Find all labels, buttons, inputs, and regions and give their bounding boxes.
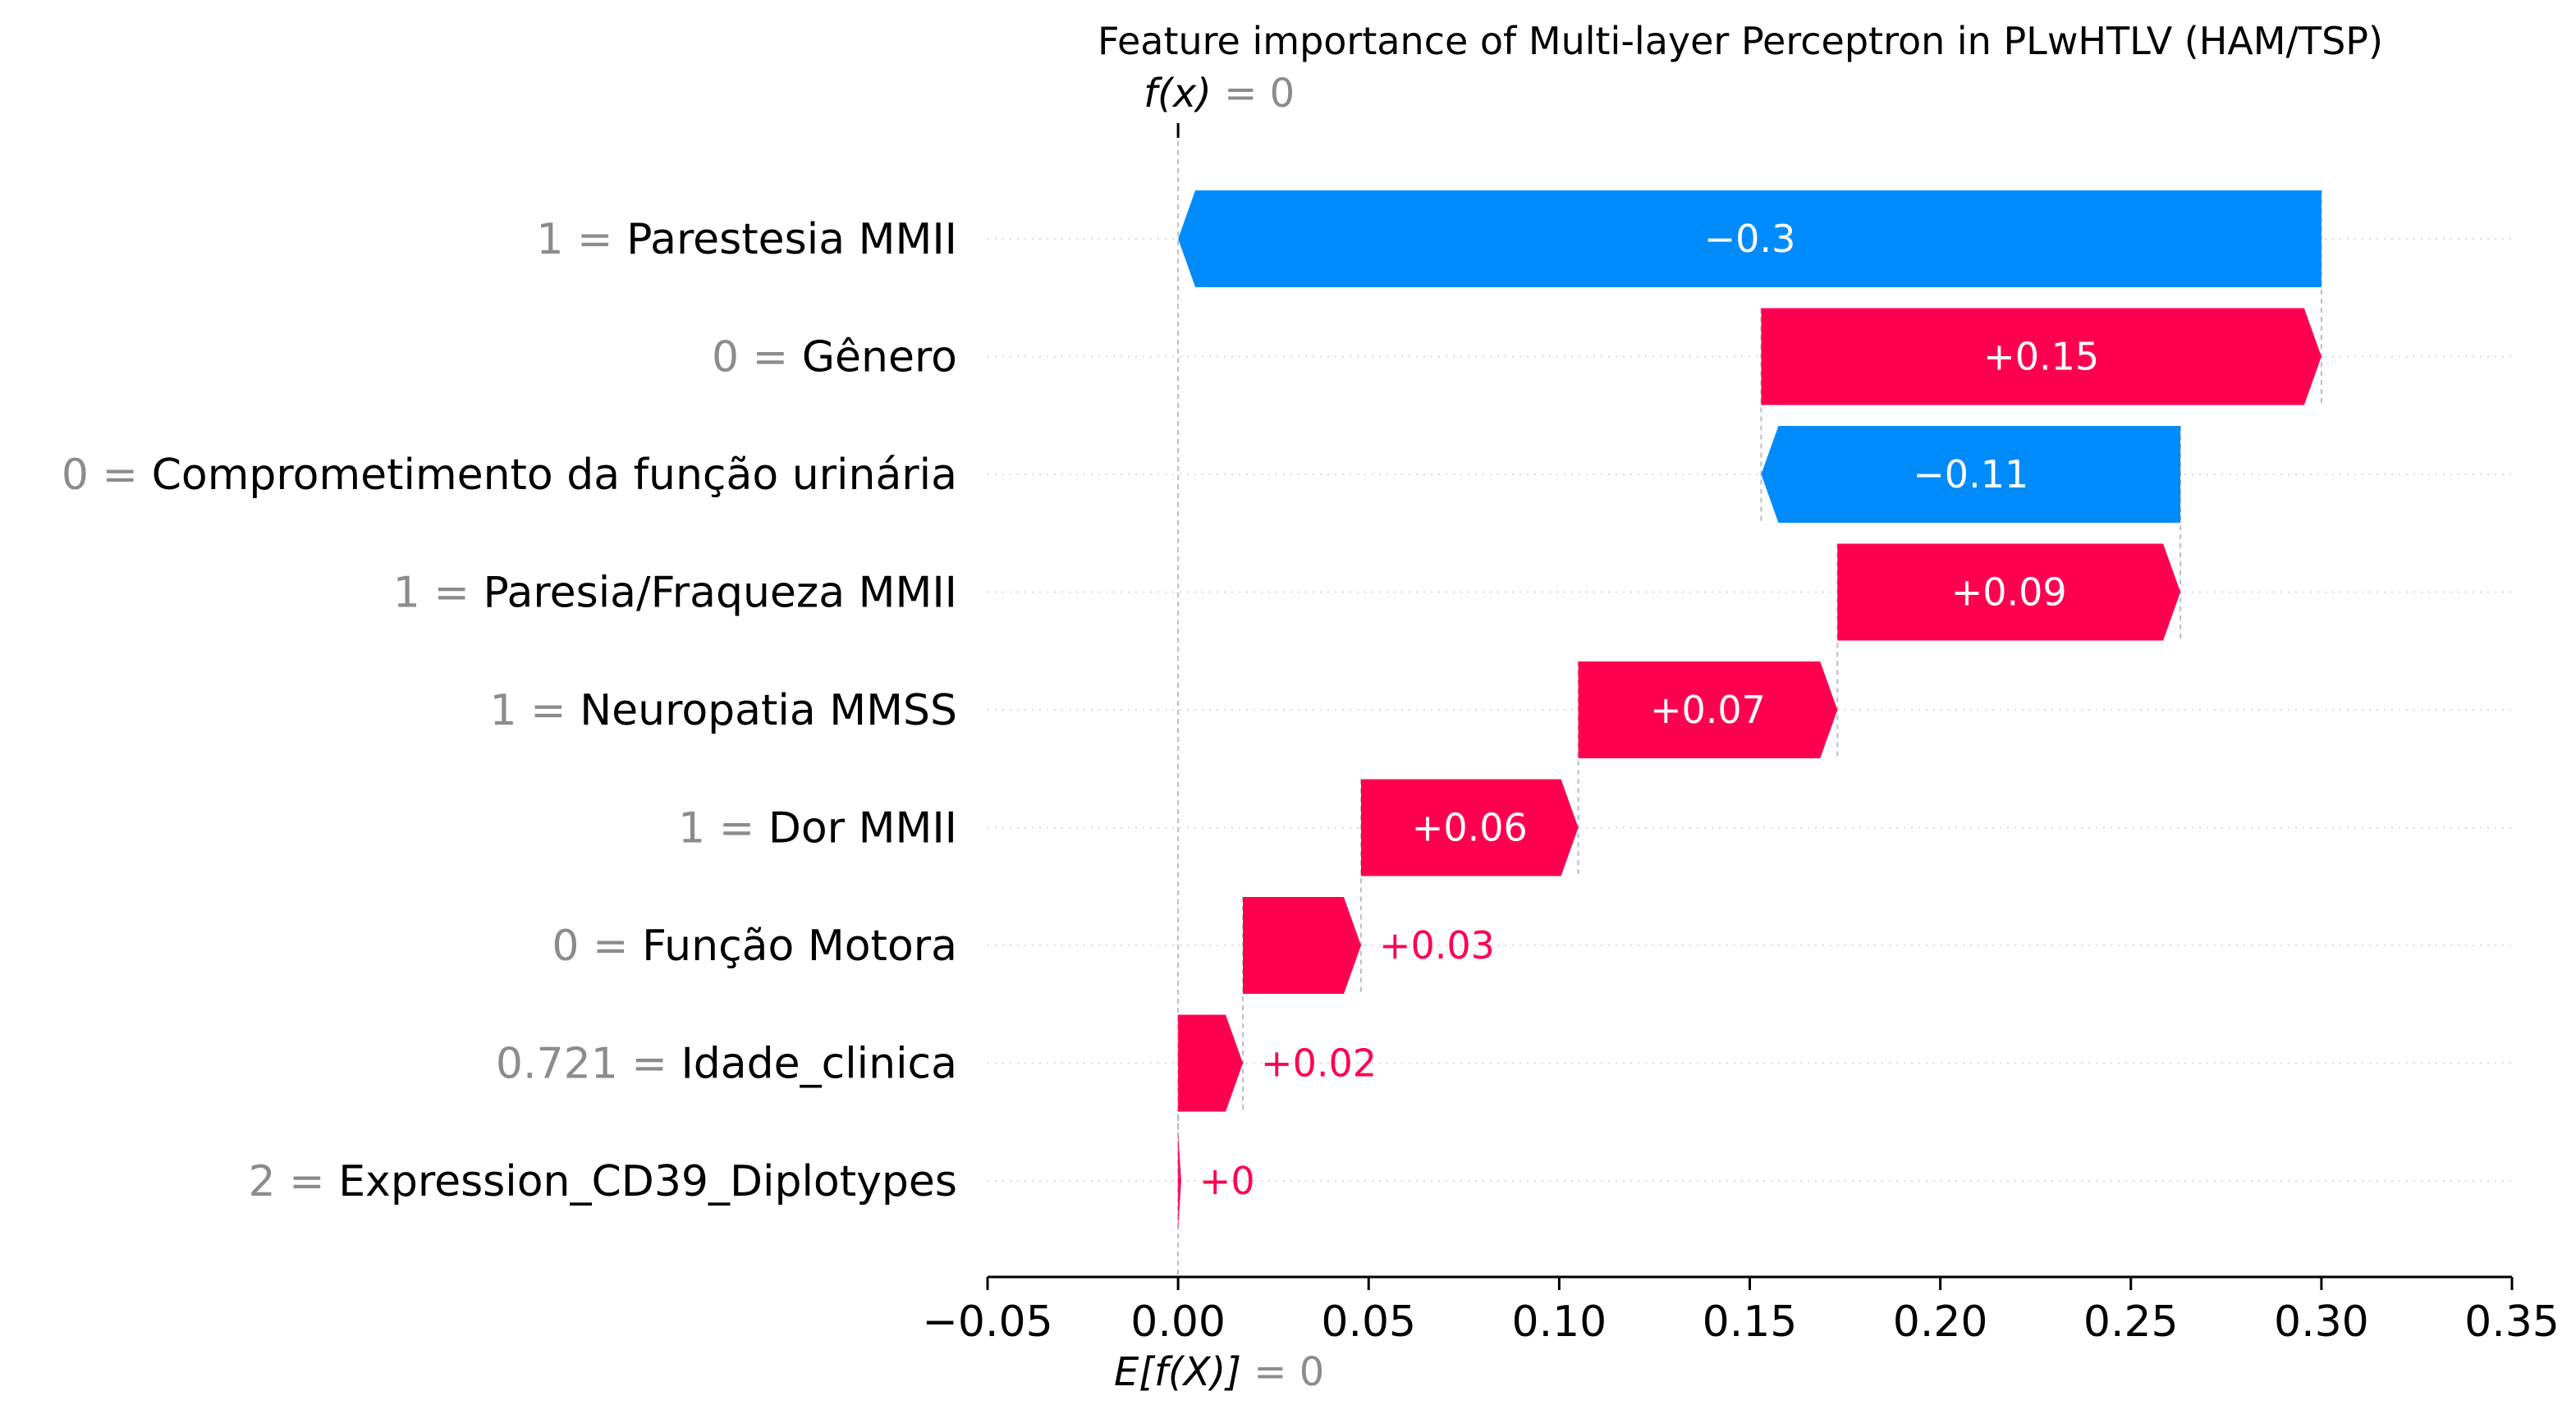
- bar-value-label: +0.15: [1983, 335, 2099, 379]
- feature-name: Idade_clinica: [681, 1040, 957, 1089]
- feature-equals: =: [89, 451, 152, 500]
- bar-value-label: +0: [1199, 1159, 1255, 1203]
- feature-name: Paresia/Fraqueza MMII: [484, 569, 957, 618]
- bar-value-label: +0.07: [1650, 688, 1766, 732]
- waterfall-bar: [1837, 543, 2181, 641]
- feature-value: 1: [393, 569, 420, 618]
- feature-value: 0: [552, 922, 579, 971]
- feature-value: 0.721: [496, 1040, 618, 1089]
- waterfall-bar: [1578, 661, 1838, 758]
- x-tick-label: 0.15: [1703, 1297, 1798, 1347]
- fx-annotation: f(x) = 0: [1144, 71, 1295, 117]
- feature-name: Dor MMII: [768, 804, 957, 853]
- x-tick-label: 0.35: [2464, 1297, 2560, 1347]
- feature-value: 0: [712, 333, 739, 382]
- feature-label: 0 = Comprometimento da função urinária: [62, 451, 957, 500]
- feature-value: 1: [678, 804, 705, 853]
- feature-label: 0.721 = Idade_clinica: [496, 1040, 957, 1089]
- feature-name: Expression_CD39_Diplotypes: [338, 1157, 957, 1206]
- feature-equals: =: [276, 1157, 339, 1206]
- bar-value-label: −0.11: [1913, 452, 2028, 497]
- x-tick-label: 0.30: [2274, 1297, 2369, 1347]
- feature-equals: =: [705, 804, 768, 853]
- feature-name: Gênero: [802, 333, 957, 382]
- feature-equals: =: [618, 1040, 681, 1089]
- waterfall-bar: [1178, 190, 2322, 287]
- feature-value: 0: [62, 451, 89, 500]
- x-tick-label: 0.20: [1893, 1297, 1988, 1347]
- x-axis: −0.05 0.00 0.05 0.10 0.15 0.20 0.25 0.30 0.35: [922, 1275, 2560, 1347]
- bar-value-label: +0.02: [1261, 1041, 1377, 1086]
- x-tick-label: −0.05: [922, 1297, 1052, 1347]
- feature-label: 2 = Expression_CD39_Diplotypes: [248, 1157, 957, 1206]
- feature-equals: =: [563, 215, 626, 264]
- waterfall-bar: [1243, 897, 1361, 994]
- feature-equals: =: [739, 333, 802, 382]
- feature-name: Comprometimento da função urinária: [152, 451, 957, 500]
- bars: −0.3 +0.15 −0.11 +0.09 +0.07 +0.06 +0.03 +0.02 +…: [1178, 190, 2322, 1229]
- feature-equals: =: [579, 922, 642, 971]
- feature-equals: =: [420, 569, 484, 618]
- feature-label: 1 = Paresia/Fraqueza MMII: [393, 569, 957, 618]
- base-value: 0: [1299, 1349, 1325, 1395]
- feature-equals: =: [517, 686, 580, 735]
- bar-value-label: +0.03: [1379, 923, 1495, 968]
- chart-title: Feature importance of Multi-layer Percep…: [1098, 19, 2383, 63]
- x-tick-label: 0.10: [1511, 1297, 1607, 1347]
- waterfall-bar: [1761, 426, 2181, 523]
- x-tick-label: 0.05: [1321, 1297, 1416, 1347]
- feature-label: 0 = Função Motora: [552, 922, 957, 971]
- waterfall-bar: [1761, 308, 2322, 405]
- bar-value-label: −0.3: [1704, 217, 1796, 261]
- feature-value: 2: [248, 1157, 275, 1206]
- base-annotation: E[f(X)] = 0: [1114, 1349, 1324, 1395]
- bar-value-label: +0.09: [1951, 570, 2067, 615]
- x-tick-label: 0.25: [2083, 1297, 2179, 1347]
- fx-label: f(x): [1144, 71, 1212, 117]
- feature-name: Função Motora: [642, 922, 957, 971]
- feature-label: 1 = Neuropatia MMSS: [490, 686, 957, 735]
- feature-value: 1: [536, 215, 563, 264]
- feature-label: 1 = Dor MMII: [678, 804, 957, 853]
- feature-name: Parestesia MMII: [626, 215, 957, 264]
- fx-value: 0: [1270, 71, 1295, 117]
- base-label: E[f(X)]: [1114, 1349, 1241, 1395]
- waterfall-bar: [1178, 1133, 1181, 1229]
- waterfall-bar: [1360, 779, 1579, 876]
- feature-label: 1 = Parestesia MMII: [536, 215, 957, 264]
- x-tick-label: 0.00: [1130, 1297, 1226, 1347]
- feature-name: Neuropatia MMSS: [580, 686, 957, 735]
- feature-value: 1: [490, 686, 517, 735]
- waterfall-bar: [1178, 1014, 1244, 1112]
- bar-value-label: +0.06: [1412, 806, 1528, 850]
- feature-label: 0 = Gênero: [712, 333, 957, 382]
